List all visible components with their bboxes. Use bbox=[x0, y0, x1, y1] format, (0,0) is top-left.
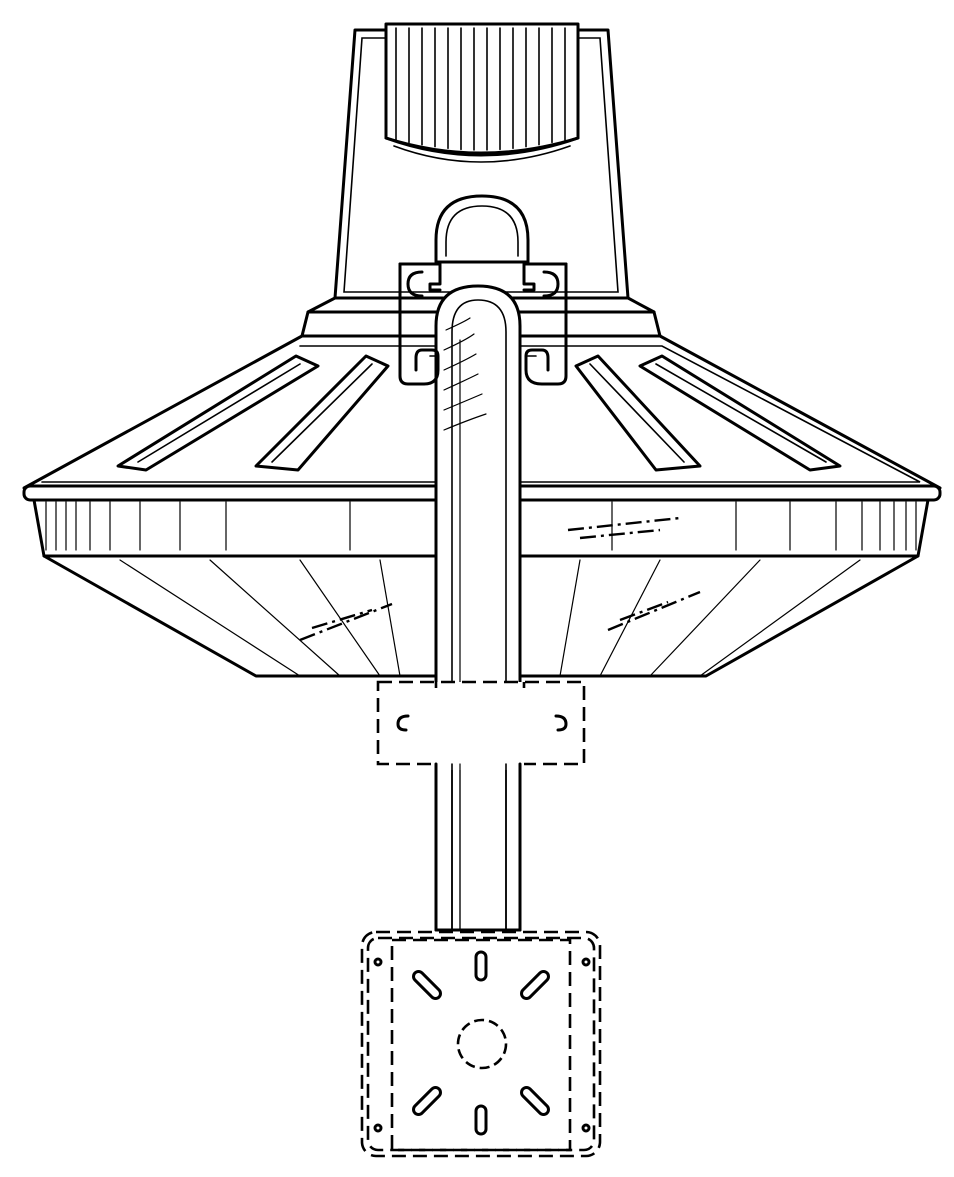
heat-sink-fins bbox=[386, 24, 578, 162]
plate-slots bbox=[411, 952, 550, 1134]
junction-box-plate bbox=[362, 932, 600, 1156]
pole-bracket bbox=[378, 682, 584, 770]
photocell-dome bbox=[436, 196, 528, 262]
support-arm bbox=[436, 286, 520, 930]
